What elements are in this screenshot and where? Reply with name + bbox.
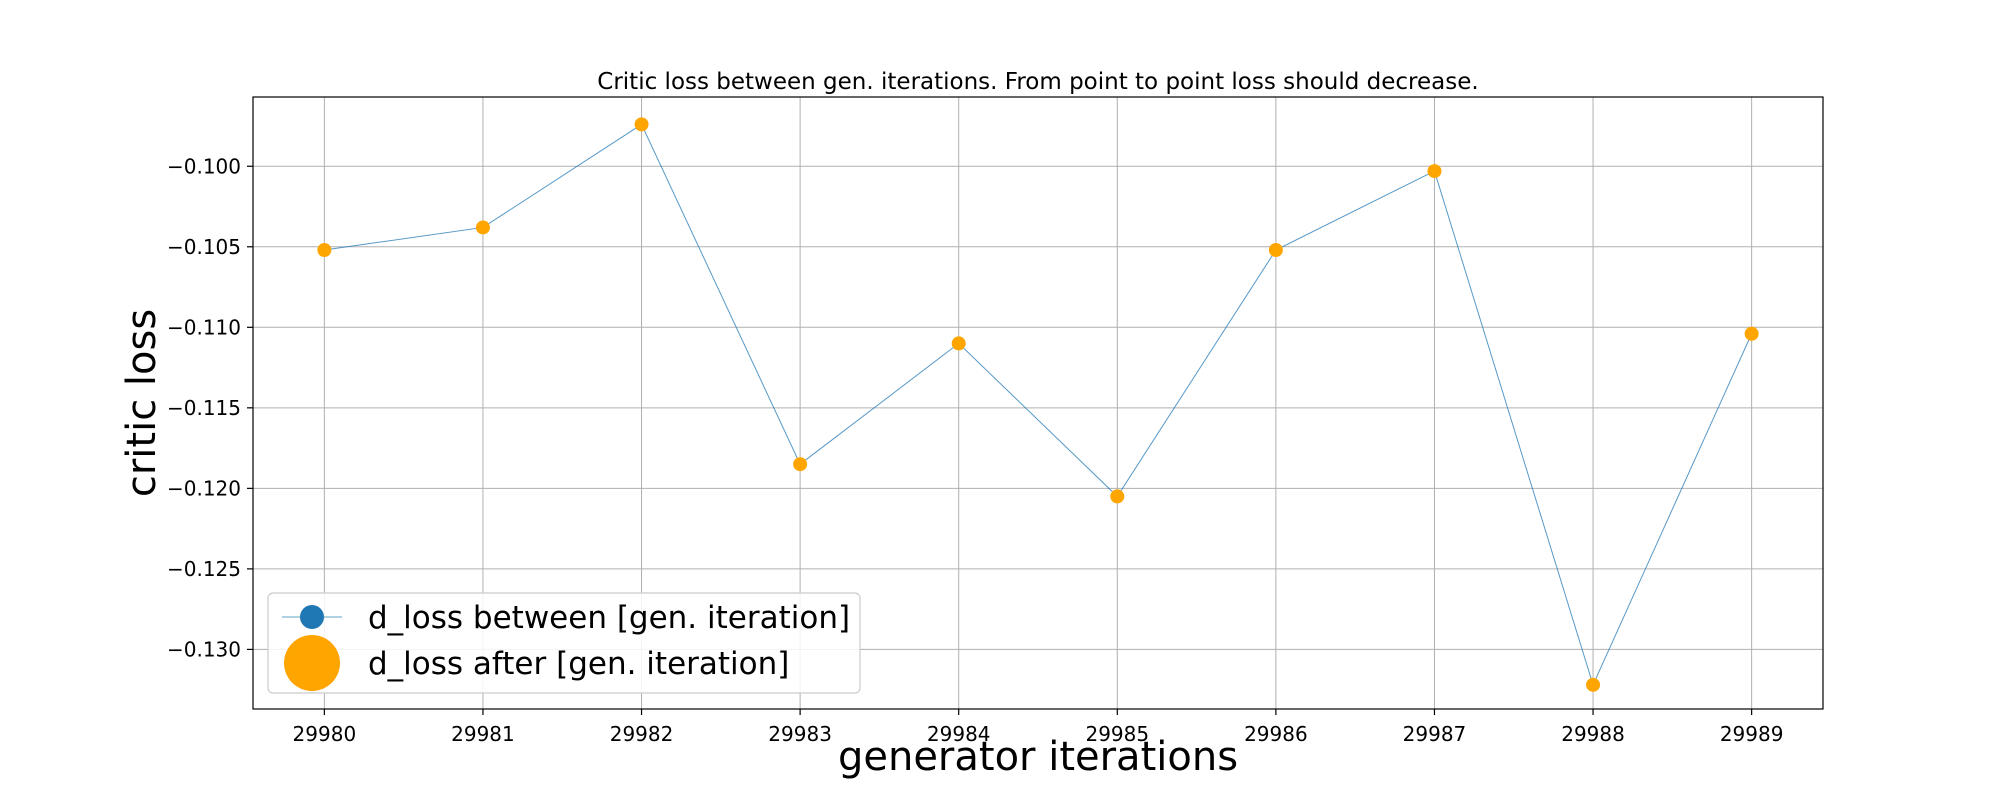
x-tick-label: 29981	[451, 722, 515, 746]
x-tick-label: 29983	[768, 722, 832, 746]
x-tick-label: 29982	[610, 722, 674, 746]
data-point-d-loss-after	[317, 243, 332, 257]
x-tick-label: 29989	[1720, 722, 1784, 746]
legend-label-d-loss-between: d_loss between [gen. iteration]	[368, 600, 850, 636]
series-line-d-loss-between	[324, 123, 1753, 687]
chart-title: Critic loss between gen. iterations. Fro…	[597, 69, 1478, 95]
data-point-d-loss-after	[475, 220, 490, 235]
plot-frame	[252, 96, 1824, 710]
legend-scatter-marker	[284, 635, 340, 691]
legend-frame	[267, 592, 861, 694]
x-tick-label: 29988	[1561, 722, 1625, 746]
x-tick-label: 29980	[293, 722, 357, 746]
x-axis-label: generator iterations	[838, 734, 1238, 780]
data-point-d-loss-after	[1110, 489, 1125, 504]
y-tick-label: −0.105	[167, 235, 241, 259]
y-axis-label: critic loss	[119, 309, 165, 497]
data-point-d-loss-after	[634, 117, 649, 132]
y-tick-label: −0.110	[167, 315, 241, 339]
x-tick-label: 29984	[927, 722, 991, 746]
axis-ticks: 29980 29981 29982 29983 29984 29985 29986 29987…	[167, 154, 1783, 746]
series-layer	[317, 117, 1759, 692]
x-tick-label: 29985	[1085, 722, 1149, 746]
data-point-d-loss-after	[1586, 677, 1601, 692]
y-tick-label: −0.120	[167, 476, 241, 500]
grid-lines	[253, 97, 1823, 709]
x-tick-label: 29986	[1244, 722, 1308, 746]
y-tick-label: −0.100	[167, 154, 241, 178]
data-point-d-loss-after	[1268, 243, 1283, 257]
data-point-d-loss-after	[793, 457, 808, 472]
y-tick-label: −0.115	[167, 396, 241, 420]
y-tick-label: −0.130	[167, 637, 241, 661]
data-point-d-loss-after	[951, 336, 966, 351]
x-tick-label: 29987	[1403, 722, 1467, 746]
legend-line-marker	[300, 605, 324, 629]
legend-label-d-loss-after: d_loss after [gen. iteration]	[368, 646, 789, 682]
y-tick-label: −0.125	[167, 557, 241, 581]
data-point-d-loss-after	[1744, 326, 1759, 341]
legend: d_loss between [gen. iteration] d_loss a…	[267, 592, 861, 694]
data-point-d-loss-after	[1427, 164, 1442, 179]
